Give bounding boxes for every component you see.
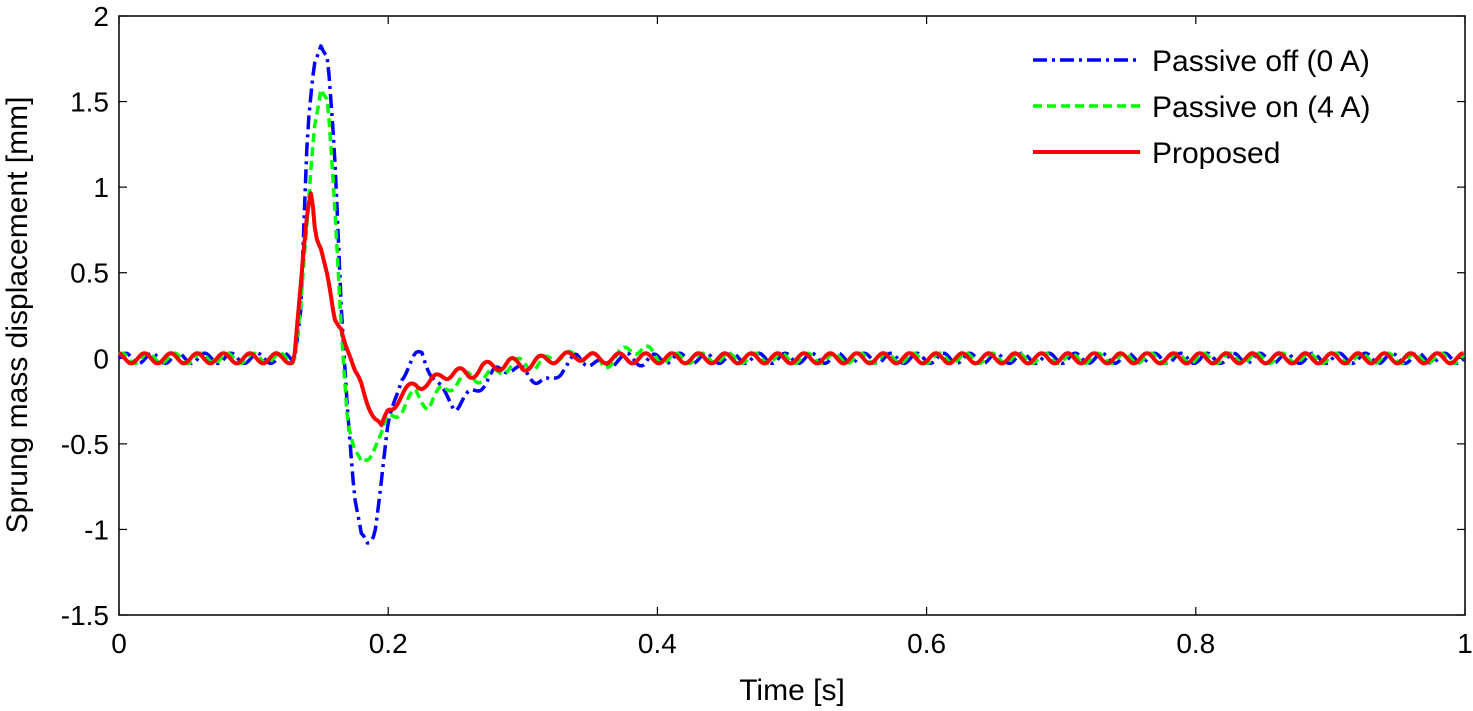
y-tick-label: 0 — [93, 343, 109, 374]
legend-label-3: Proposed — [1152, 137, 1280, 170]
y-tick-label: 1 — [93, 172, 109, 203]
x-tick-label: 0.6 — [907, 628, 946, 659]
y-tick-label: -0.5 — [61, 429, 109, 460]
x-tick-label: 0.8 — [1176, 628, 1215, 659]
series-group — [117, 44, 1465, 545]
y-axis-label: Sprung mass displacement [mm] — [1, 97, 34, 534]
y-tick-label: 1.5 — [70, 87, 109, 118]
x-tick-label: 1 — [1457, 628, 1473, 659]
legend: Passive off (0 A) Passive on (4 A) Propose… — [1033, 45, 1370, 170]
y-tick-label: -1 — [84, 514, 109, 545]
x-tick-label: 0 — [111, 628, 127, 659]
y-tick-label: 0.5 — [70, 258, 109, 289]
x-tick-label: 0.2 — [369, 628, 408, 659]
x-tick-label: 0.4 — [638, 628, 677, 659]
y-tick-label: -1.5 — [61, 600, 109, 631]
legend-label-1: Passive off (0 A) — [1152, 45, 1370, 78]
series-line-3 — [118, 191, 1465, 428]
x-axis-label: Time [s] — [739, 674, 845, 707]
y-tick-label: 2 — [93, 1, 109, 32]
ticks: 0 0.2 0.4 0.6 0.8 1 -1.5 -1 -0.5 0 0.5 1 1.5 2 — [61, 1, 1473, 659]
legend-label-2: Passive on (4 A) — [1152, 91, 1370, 124]
